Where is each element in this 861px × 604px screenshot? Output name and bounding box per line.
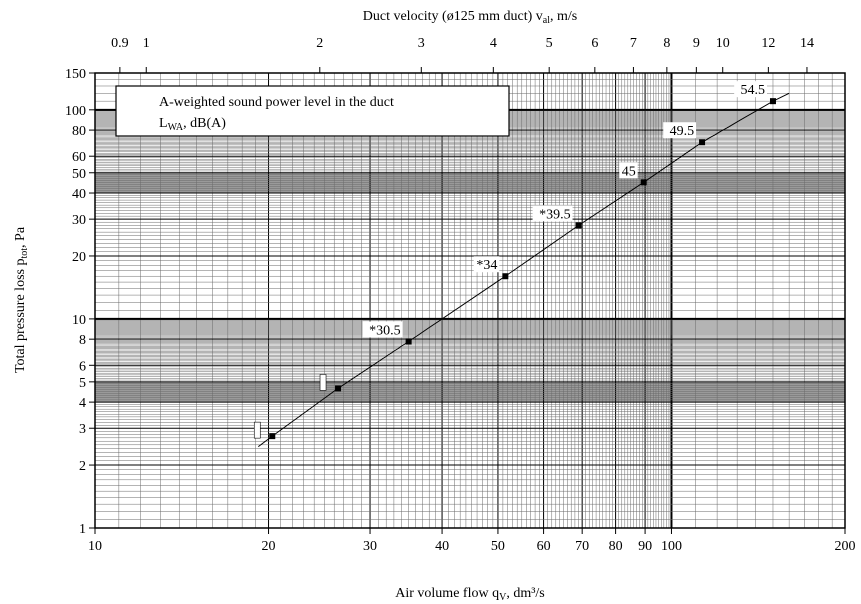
top-tick-label: 10: [716, 36, 730, 51]
grid-band: [95, 381, 845, 403]
y-axis-label: Total pressure loss ptot, Pa: [13, 226, 30, 373]
x-tick-label: 20: [262, 539, 276, 554]
legend-line2: LWA, dB(A): [159, 116, 226, 133]
top-tick-label: 1: [143, 36, 150, 51]
data-label-bg: [473, 256, 500, 273]
top-tick-label: 0.9: [111, 36, 129, 51]
top-tick-label: 5: [546, 36, 553, 51]
x-axis-label-main: Air volume flow q: [395, 586, 499, 601]
data-point: [699, 139, 706, 146]
y-axis-label-tail: , Pa: [13, 226, 28, 248]
series: *30.5 *34 *39.5 45 49.5 54.5: [253, 81, 790, 448]
top-tick-label: 2: [316, 36, 323, 51]
data-label-bg: [619, 162, 638, 179]
grid-band: [95, 172, 845, 194]
legend-line2-tail: , dB(A): [183, 116, 226, 131]
data-point: [405, 338, 412, 345]
top-axis-label-sub: al: [543, 15, 550, 26]
data-label: 45: [622, 164, 636, 179]
x-tick-label: 50: [491, 539, 505, 554]
x-tick-label: 70: [575, 539, 589, 554]
data-label: *34: [476, 258, 497, 273]
x-tick-label: 90: [638, 539, 652, 554]
y-axis: 1 2 3 4 5 6 8 10 20 30 40 50 60 80 100 150: [65, 67, 95, 537]
data-label: *30.5: [369, 323, 401, 338]
top-tick-label: 4: [490, 36, 497, 51]
y-tick-label: 40: [72, 187, 86, 202]
data-label-blank: [253, 421, 261, 439]
y-tick-label: 10: [72, 313, 86, 328]
x-axis-label: Air volume flow qV, dm³/s: [395, 586, 545, 603]
y-axis-label-sub: tot: [19, 248, 30, 259]
data-point: [769, 98, 776, 105]
top-tick-label: 7: [630, 36, 637, 51]
data-label-bg: [362, 321, 403, 338]
top-tick-label: 9: [693, 36, 700, 51]
y-tick-label: 2: [79, 459, 86, 474]
top-tick-label: 14: [800, 36, 814, 51]
data-label-bg: [663, 122, 697, 139]
top-tick-label: 12: [761, 36, 775, 51]
data-label: *39.5: [539, 207, 571, 222]
x-axis: 10 20 30 40 50 60 70 80 90 100 200: [88, 528, 856, 554]
y-tick-label: 4: [79, 396, 86, 411]
x-tick-label: 30: [363, 539, 377, 554]
data-label: 54.5: [740, 83, 765, 98]
x-axis-label-tail: , dm³/s: [506, 586, 544, 601]
top-axis-label-main: Duct velocity (ø125 mm duct) v: [363, 9, 543, 24]
legend: A-weighted sound power level in the duct…: [115, 85, 510, 137]
top-axis-label: Duct velocity (ø125 mm duct) val, m/s: [363, 9, 577, 26]
y-tick-label: 80: [72, 124, 86, 139]
y-tick-label: 50: [72, 167, 86, 182]
y-tick-label: 150: [65, 67, 86, 82]
y-tick-label: 100: [65, 104, 86, 119]
top-tick-label: 8: [663, 36, 670, 51]
plot-frame: [94, 72, 846, 529]
top-tick-label: 6: [591, 36, 598, 51]
legend-line2-main: L: [159, 116, 168, 131]
data-label-blank: [319, 374, 327, 391]
x-tick-label: 60: [537, 539, 551, 554]
y-tick-label: 6: [79, 359, 86, 374]
y-tick-label: 30: [72, 213, 86, 228]
data-label: 49.5: [670, 124, 695, 139]
data-point: [269, 433, 276, 440]
x-tick-label: 40: [435, 539, 449, 554]
legend-box: [115, 85, 510, 137]
x-tick-label: 10: [88, 539, 102, 554]
data-point: [575, 222, 582, 229]
data-point: [502, 273, 509, 280]
top-axis-label-tail: , m/s: [550, 9, 577, 24]
top-tick-label: 3: [418, 36, 425, 51]
y-axis-label-main: Total pressure loss p: [13, 259, 28, 374]
y-tick-label: 60: [72, 150, 86, 165]
y-tick-label: 20: [72, 250, 86, 265]
legend-line2-sub: WA: [168, 122, 184, 133]
data-point: [335, 385, 342, 392]
x-tick-label: 80: [609, 539, 623, 554]
y-tick-label: 5: [79, 376, 86, 391]
x-tick-label: 100: [661, 539, 682, 554]
x-tick-label: 200: [835, 539, 856, 554]
data-label-bg: [734, 81, 767, 98]
y-tick-label: 1: [79, 522, 86, 537]
y-tick-label: 3: [79, 422, 86, 437]
series-line: [257, 92, 790, 448]
y-tick-label: 8: [79, 333, 86, 348]
x-axis-label-sub: V: [499, 592, 507, 603]
data-label-bg: [532, 205, 573, 222]
data-point: [640, 179, 647, 186]
legend-line1: A-weighted sound power level in the duct: [159, 95, 394, 110]
top-axis: 0.9 1 2 3 4 5 6 7 8 9 10 12 14: [111, 36, 814, 73]
